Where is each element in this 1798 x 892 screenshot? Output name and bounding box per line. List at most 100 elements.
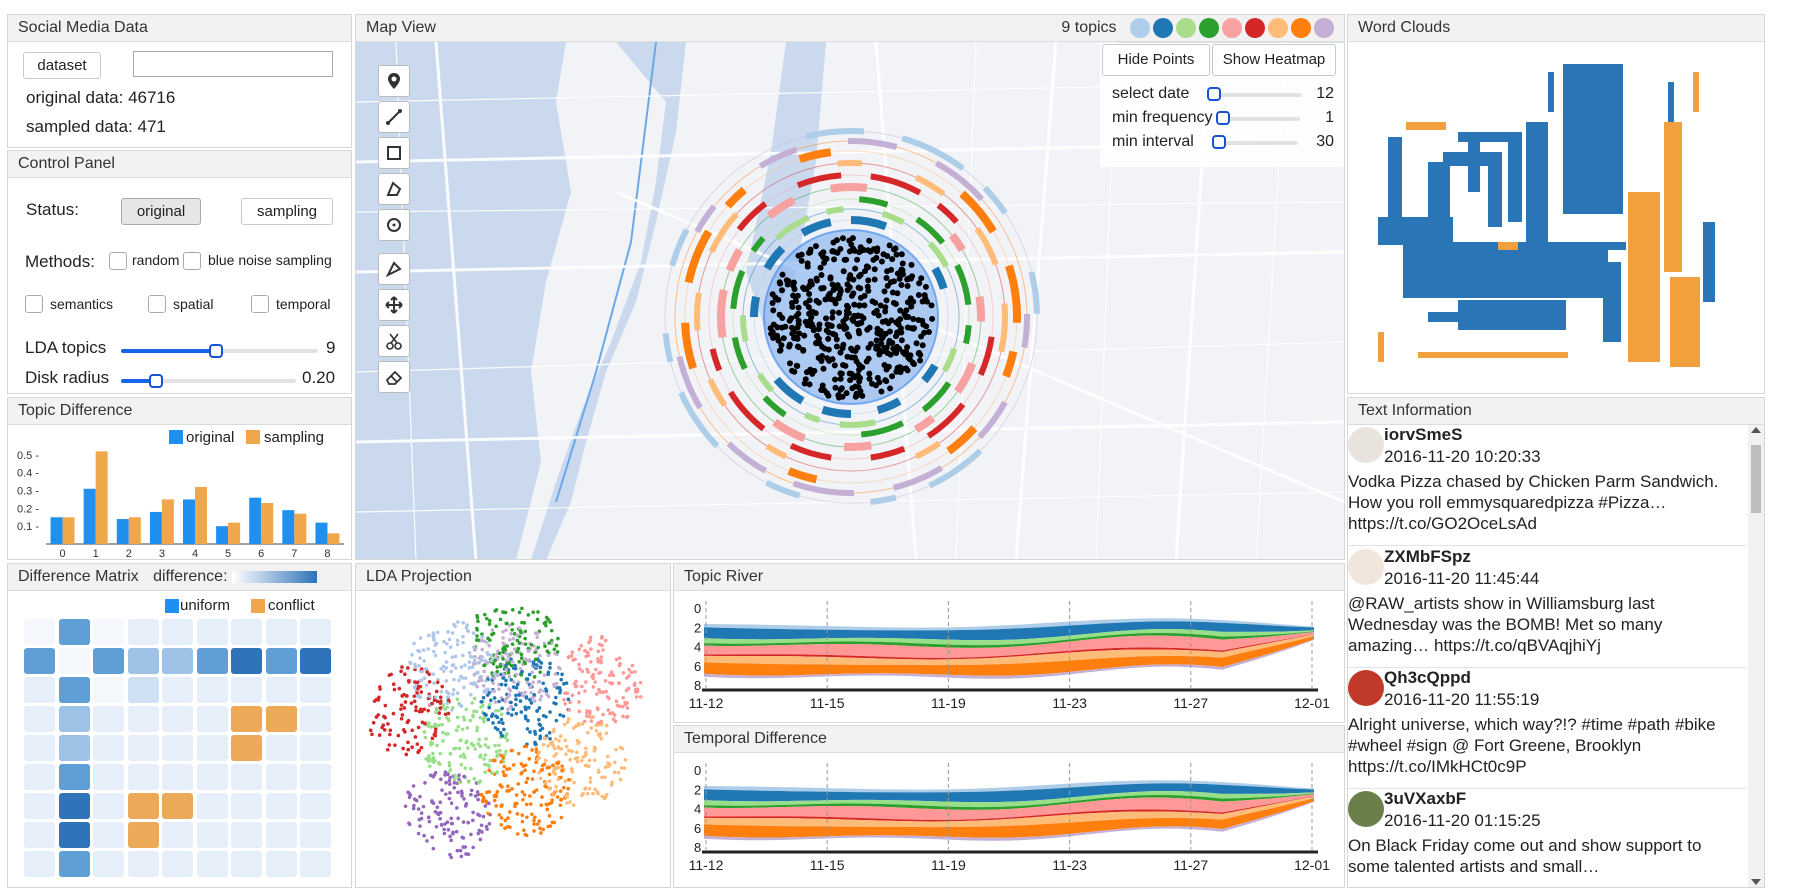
- matrix-cell[interactable]: [265, 677, 297, 703]
- tweet-item[interactable]: 3uVXaxbF 2016-11-20 01:15:25 On Black Fr…: [1348, 789, 1746, 887]
- matrix-cell[interactable]: [162, 764, 193, 790]
- matrix-cell[interactable]: [93, 822, 124, 848]
- tweet-list[interactable]: iorvSmeS 2016-11-20 10:20:33 Vodka Pizza…: [1348, 425, 1748, 887]
- matrix-cell[interactable]: [127, 648, 159, 674]
- matrix-cell[interactable]: [196, 677, 228, 703]
- original-button[interactable]: original: [121, 198, 201, 225]
- lda-projection-scatter[interactable]: [356, 591, 670, 888]
- tweet-item[interactable]: iorvSmeS 2016-11-20 10:20:33 Vodka Pizza…: [1348, 425, 1746, 546]
- show-heatmap-button[interactable]: Show Heatmap: [1212, 44, 1336, 76]
- matrix-cell[interactable]: [196, 793, 228, 819]
- spatial-checkbox[interactable]: [148, 295, 166, 313]
- matrix-cell[interactable]: [127, 677, 159, 703]
- topic-color-dot[interactable]: [1268, 17, 1288, 38]
- rectangle-draw-icon[interactable]: [378, 137, 410, 169]
- matrix-cell[interactable]: [265, 648, 297, 674]
- matrix-cell[interactable]: [24, 619, 55, 645]
- matrix-cell[interactable]: [265, 822, 297, 848]
- topic-color-dot[interactable]: [1176, 17, 1196, 38]
- topic-color-dot[interactable]: [1245, 17, 1265, 38]
- circle-draw-icon[interactable]: [378, 209, 410, 241]
- topic-color-dot[interactable]: [1291, 17, 1311, 38]
- matrix-cell[interactable]: [162, 793, 193, 819]
- temporal-checkbox[interactable]: [251, 295, 269, 313]
- matrix-cell[interactable]: [93, 677, 124, 703]
- move-icon[interactable]: [378, 289, 410, 321]
- topic-color-dot[interactable]: [1222, 17, 1242, 38]
- matrix-cell[interactable]: [58, 677, 90, 703]
- matrix-cell[interactable]: [24, 735, 55, 761]
- temporal-difference-chart[interactable]: 0 2 4 6 8 11-12 11-15 11-19 11-23 11-27 12-01: [674, 753, 1344, 888]
- matrix-cell[interactable]: [300, 648, 331, 674]
- hide-points-button[interactable]: Hide Points: [1102, 44, 1210, 76]
- topic-color-dot[interactable]: [1314, 17, 1334, 38]
- matrix-cell[interactable]: [93, 648, 124, 674]
- select-date-slider-handle[interactable]: [1206, 87, 1221, 101]
- matrix-cell[interactable]: [196, 735, 228, 761]
- matrix-cell[interactable]: [93, 793, 124, 819]
- min-interval-slider-track[interactable]: [1216, 141, 1298, 145]
- matrix-cell[interactable]: [300, 851, 331, 877]
- matrix-cell[interactable]: [300, 706, 331, 732]
- line-draw-icon[interactable]: [378, 101, 410, 133]
- matrix-cell[interactable]: [231, 648, 262, 674]
- matrix-cell[interactable]: [162, 677, 193, 703]
- matrix-cell[interactable]: [196, 706, 228, 732]
- matrix-cell[interactable]: [162, 706, 193, 732]
- blue-noise-checkbox[interactable]: [183, 252, 201, 270]
- matrix-cell[interactable]: [127, 764, 159, 790]
- matrix-cell[interactable]: [265, 851, 297, 877]
- semantics-checkbox[interactable]: [25, 295, 43, 313]
- matrix-cell[interactable]: [265, 793, 297, 819]
- matrix-cell[interactable]: [265, 619, 297, 645]
- matrix-cell[interactable]: [58, 764, 90, 790]
- matrix-cell[interactable]: [24, 706, 55, 732]
- matrix-cell[interactable]: [300, 822, 331, 848]
- matrix-cell[interactable]: [162, 735, 193, 761]
- matrix-cell[interactable]: [231, 706, 262, 732]
- min-frequency-slider-handle[interactable]: [1216, 111, 1231, 125]
- random-checkbox[interactable]: [109, 252, 127, 270]
- topic-color-dot[interactable]: [1153, 17, 1173, 38]
- tweet-list-scrollbar[interactable]: [1748, 425, 1764, 887]
- matrix-cell[interactable]: [265, 764, 297, 790]
- matrix-cell[interactable]: [265, 735, 297, 761]
- matrix-cell[interactable]: [196, 764, 228, 790]
- matrix-cell[interactable]: [58, 822, 90, 848]
- matrix-cell[interactable]: [24, 648, 55, 674]
- matrix-cell[interactable]: [93, 735, 124, 761]
- dataset-button[interactable]: dataset: [23, 52, 101, 79]
- disk-radius-slider-track[interactable]: [121, 379, 296, 383]
- topic-color-dot[interactable]: [1199, 17, 1219, 38]
- matrix-cell[interactable]: [93, 764, 124, 790]
- matrix-cell[interactable]: [231, 619, 262, 645]
- matrix-cell[interactable]: [93, 706, 124, 732]
- matrix-cell[interactable]: [127, 822, 159, 848]
- topic-color-dot[interactable]: [1130, 17, 1150, 38]
- disk-radius-slider-handle[interactable]: [149, 374, 163, 388]
- matrix-cell[interactable]: [196, 619, 228, 645]
- tweet-item[interactable]: Qh3cQppd 2016-11-20 11:55:19 Alright uni…: [1348, 668, 1746, 789]
- matrix-cell[interactable]: [24, 822, 55, 848]
- eraser-icon[interactable]: [378, 361, 410, 393]
- matrix-cell[interactable]: [127, 706, 159, 732]
- matrix-cell[interactable]: [24, 851, 55, 877]
- matrix-cell[interactable]: [231, 822, 262, 848]
- matrix-cell[interactable]: [300, 793, 331, 819]
- matrix-cell[interactable]: [300, 677, 331, 703]
- matrix-cell[interactable]: [162, 648, 193, 674]
- dataset-input[interactable]: [133, 51, 333, 77]
- matrix-cell[interactable]: [265, 706, 297, 732]
- scrollbar-thumb[interactable]: [1751, 445, 1761, 513]
- matrix-cell[interactable]: [127, 793, 159, 819]
- matrix-cell[interactable]: [231, 677, 262, 703]
- scrollbar-down-arrow[interactable]: [1751, 879, 1761, 885]
- matrix-cell[interactable]: [127, 851, 159, 877]
- matrix-cell[interactable]: [300, 735, 331, 761]
- sampling-button[interactable]: sampling: [241, 198, 333, 225]
- matrix-cell[interactable]: [58, 619, 90, 645]
- matrix-cell[interactable]: [93, 851, 124, 877]
- matrix-cell[interactable]: [162, 619, 193, 645]
- matrix-cell[interactable]: [58, 851, 90, 877]
- min-interval-slider-handle[interactable]: [1212, 135, 1227, 149]
